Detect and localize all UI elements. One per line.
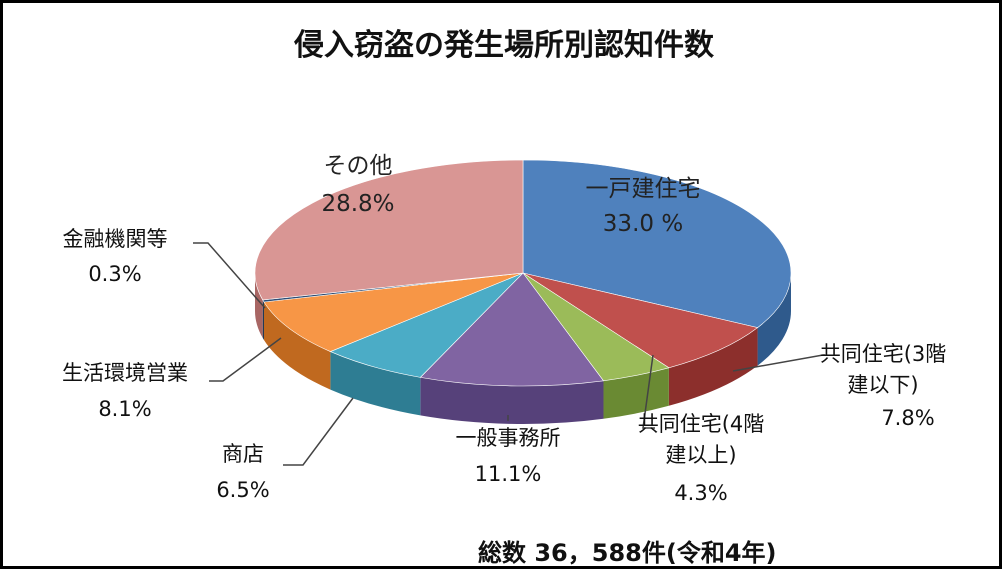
slice-4-top bbox=[419, 272, 605, 387]
leader-lines bbox=[193, 242, 825, 466]
slice-6-name: 生活環境営業 bbox=[62, 361, 188, 385]
slice-1-name: 一戸建住宅 bbox=[586, 176, 701, 202]
pie-sides bbox=[255, 273, 792, 424]
slice-2-leader bbox=[732, 354, 825, 372]
slice-5-top bbox=[329, 272, 524, 378]
chart-title: 侵入窃盗の発生場所別認知件数 bbox=[293, 28, 715, 63]
slice-7-side bbox=[262, 299, 264, 340]
slice-2-name-line1: 共同住宅(3階 bbox=[820, 342, 947, 366]
slice-3-leader bbox=[642, 354, 655, 429]
slice-4-value: 11.1% bbox=[475, 462, 542, 486]
slice-7-leader bbox=[193, 242, 266, 309]
slice-4-side bbox=[420, 377, 604, 424]
slice-2-name-line2: 建以下) bbox=[847, 373, 918, 397]
slice-8-name: その他 bbox=[324, 153, 393, 179]
slice-2-top bbox=[522, 272, 759, 369]
slice-8-top bbox=[254, 159, 524, 301]
slice-4-name: 一般事務所 bbox=[456, 426, 561, 450]
slice-3-value: 4.3% bbox=[674, 481, 727, 505]
slice-6-side bbox=[263, 301, 331, 390]
slice-8-value: 28.8% bbox=[321, 191, 394, 217]
slice-5-side bbox=[330, 351, 421, 416]
slice-7-name: 金融機関等 bbox=[63, 227, 168, 251]
slice-3-side bbox=[603, 367, 669, 419]
slice-7-value: 0.3% bbox=[88, 262, 141, 286]
slice-6-value: 8.1% bbox=[98, 397, 151, 421]
slice-6-leader bbox=[209, 337, 282, 382]
slice-2-side bbox=[668, 327, 758, 406]
slice-5-leader bbox=[283, 397, 354, 466]
slice-3-name-line2: 建以上) bbox=[665, 443, 736, 467]
slice-3-name-line1: 共同住宅(4階 bbox=[638, 412, 765, 436]
slice-6-top bbox=[263, 272, 524, 352]
slice-5-value: 6.5% bbox=[216, 478, 269, 502]
slice-1-side bbox=[757, 273, 792, 366]
slice-2-value: 7.8% bbox=[881, 406, 934, 430]
pie-tops bbox=[254, 159, 792, 387]
slice-8-side bbox=[255, 273, 263, 338]
total-count: 総数 36，588件(令和4年) bbox=[478, 539, 777, 567]
slice-1-value: 33.0 % bbox=[603, 211, 683, 237]
slice-1-top bbox=[522, 159, 792, 328]
slice-5-name: 商店 bbox=[222, 442, 264, 466]
